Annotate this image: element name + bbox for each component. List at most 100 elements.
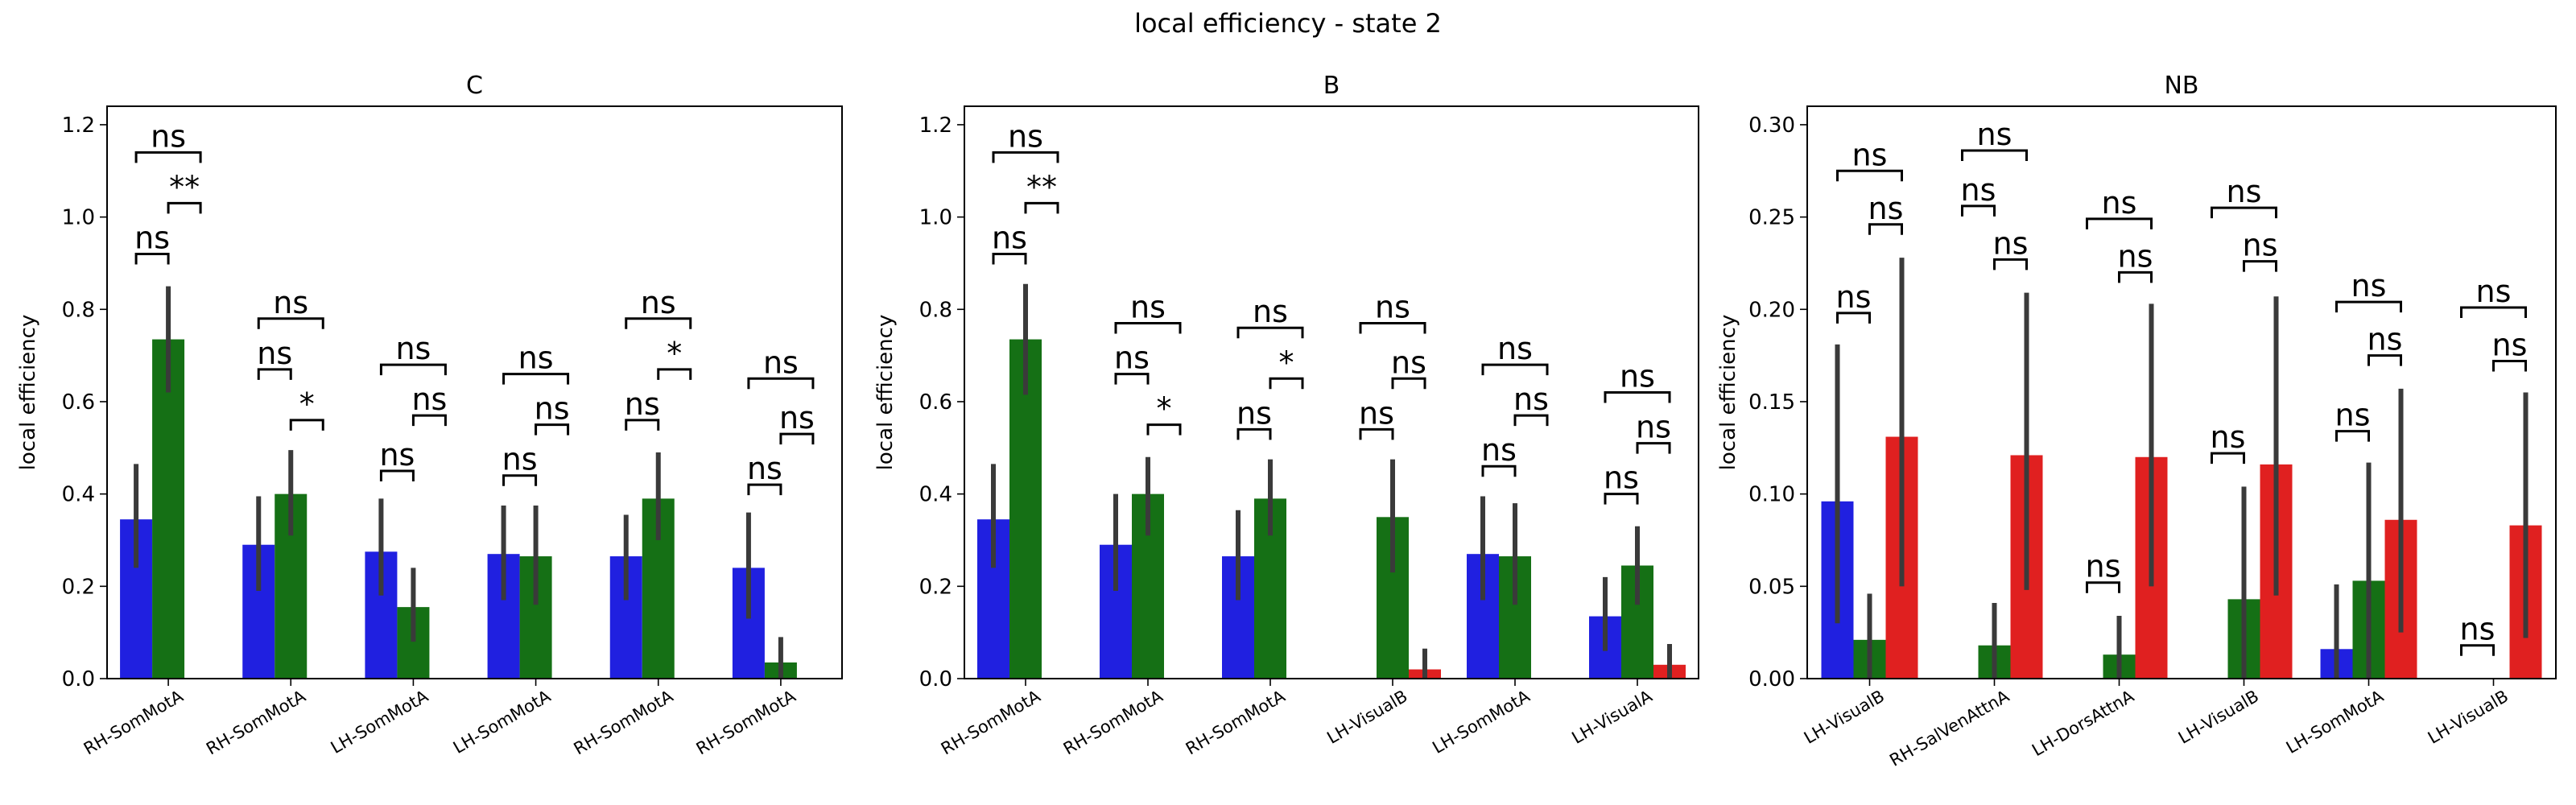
significance-label: ns	[1604, 460, 1639, 496]
significance-label: *	[1279, 345, 1294, 380]
significance-label: ns	[151, 118, 186, 154]
bar	[1009, 339, 1042, 679]
significance-bracket	[1236, 427, 1272, 440]
x-tick-label: LH-VisualB	[1323, 687, 1410, 748]
panel-title: NB	[2164, 72, 2198, 100]
significance-bracket	[502, 474, 538, 486]
significance-label: ns	[2118, 238, 2153, 274]
significance-bracket	[1269, 377, 1304, 390]
chart-panel-1: 0.00.20.40.60.81.01.2ns**nsns*nsnsnsnsns…	[16, 72, 843, 758]
significance-bracket	[747, 483, 782, 496]
plot-frame	[964, 105, 1699, 679]
significance-label: ns	[411, 382, 447, 417]
bar	[152, 339, 185, 679]
significance-bracket	[1359, 427, 1394, 440]
significance-bracket	[535, 423, 570, 436]
y-tick-label: 0.2	[919, 575, 952, 599]
significance-label: ns	[1253, 294, 1288, 329]
significance-bracket	[1236, 326, 1304, 339]
x-tick-label: RH-SomMotA	[80, 686, 187, 758]
significance-bracket	[257, 317, 324, 329]
significance-bracket	[1024, 201, 1059, 214]
significance-label: ns	[1497, 331, 1533, 366]
significance-bracket	[1961, 204, 1996, 217]
significance-bracket	[747, 377, 815, 390]
significance-label: ns	[1993, 225, 2029, 261]
significance-bracket	[1481, 464, 1517, 477]
significance-bracket	[379, 469, 415, 481]
y-tick-label: 1.0	[919, 206, 952, 230]
x-tick-label: LH-VisualA	[1568, 686, 1656, 748]
significance-label: ns	[2227, 174, 2262, 209]
y-tick-label: 0.2	[62, 575, 95, 599]
x-tick-label: LH-VisualB	[2175, 687, 2262, 748]
significance-bracket	[2118, 270, 2153, 283]
significance-label: ns	[2102, 185, 2137, 221]
x-tick-label: RH-SomMotA	[571, 686, 677, 758]
x-tick-label: LH-DorsAttnA	[2029, 686, 2137, 760]
significance-label: ns	[1236, 395, 1272, 431]
y-tick-label: 0.4	[62, 483, 95, 507]
y-tick-label: 0.8	[919, 298, 952, 322]
significance-bracket	[1359, 321, 1426, 334]
panel-title: C	[466, 72, 483, 100]
significance-label: ns	[1977, 117, 2013, 152]
significance-label: *	[1157, 391, 1172, 427]
significance-label: ns	[1481, 432, 1517, 468]
significance-bracket	[992, 151, 1059, 163]
significance-label: ns	[2243, 228, 2278, 263]
significance-bracket	[1636, 442, 1671, 454]
y-tick-label: 1.0	[62, 206, 95, 230]
significance-label: ns	[535, 391, 570, 427]
significance-bracket	[1993, 258, 2028, 270]
chart-panel-3: 0.00 0.05 0.10 0.15 0.20 0.25 0.30 ns ns ns ns ns ns…	[1716, 72, 2557, 770]
y-tick-label: 0.05	[1748, 575, 1795, 599]
y-tick-label: 0.6	[919, 390, 952, 415]
y-tick-label: 0.30	[1748, 114, 1795, 138]
x-tick-label: RH-SomMotA	[938, 686, 1044, 758]
significance-bracket	[2335, 430, 2370, 442]
plot-frame	[106, 105, 843, 679]
significance-label: ns	[1359, 395, 1394, 431]
y-tick-label: 0.20	[1748, 298, 1795, 322]
significance-bracket	[2335, 300, 2402, 313]
y-tick-label: 0.00	[1748, 667, 1795, 691]
significance-label: ns	[641, 285, 676, 320]
x-tick-label: RH-SomMotA	[1183, 686, 1289, 758]
significance-label: ns	[502, 442, 538, 477]
significance-bracket	[2368, 354, 2402, 366]
significance-label: ns	[1868, 191, 1904, 226]
significance-bracket	[1146, 423, 1182, 436]
y-tick-label: 0.8	[62, 298, 95, 322]
significance-label: ns	[1636, 410, 1671, 445]
significance-bracket	[657, 368, 692, 380]
significance-label: ns	[1114, 341, 1150, 376]
x-tick-label: LH-SomMotA	[2283, 686, 2388, 758]
significance-label: ns	[1391, 345, 1426, 380]
significance-label: **	[169, 169, 200, 204]
significance-bracket	[257, 368, 292, 380]
significance-label: ns	[2086, 549, 2121, 584]
significance-bracket	[411, 414, 447, 427]
significance-bracket	[2211, 452, 2245, 464]
y-tick-label: 0.25	[1748, 206, 1795, 230]
y-tick-label: 0.10	[1748, 483, 1795, 507]
significance-label: ns	[2368, 322, 2403, 357]
significance-label: ns	[763, 345, 799, 380]
significance-label: ns	[625, 386, 660, 422]
significance-label: ns	[2492, 328, 2528, 363]
y-tick-label: 0.15	[1748, 390, 1795, 415]
significance-label: ns	[1513, 382, 1549, 417]
significance-label: ns	[2351, 268, 2387, 303]
significance-bracket	[2460, 306, 2527, 318]
significance-bracket	[1114, 373, 1150, 385]
x-tick-label: LH-VisualB	[2425, 687, 2512, 748]
significance-bracket	[1961, 149, 2028, 162]
significance-bracket	[134, 252, 170, 265]
significance-bracket	[2211, 206, 2277, 219]
significance-label: *	[299, 386, 315, 422]
y-tick-label: 1.2	[919, 114, 952, 138]
significance-bracket	[2086, 581, 2120, 593]
panel-title: B	[1323, 72, 1340, 100]
